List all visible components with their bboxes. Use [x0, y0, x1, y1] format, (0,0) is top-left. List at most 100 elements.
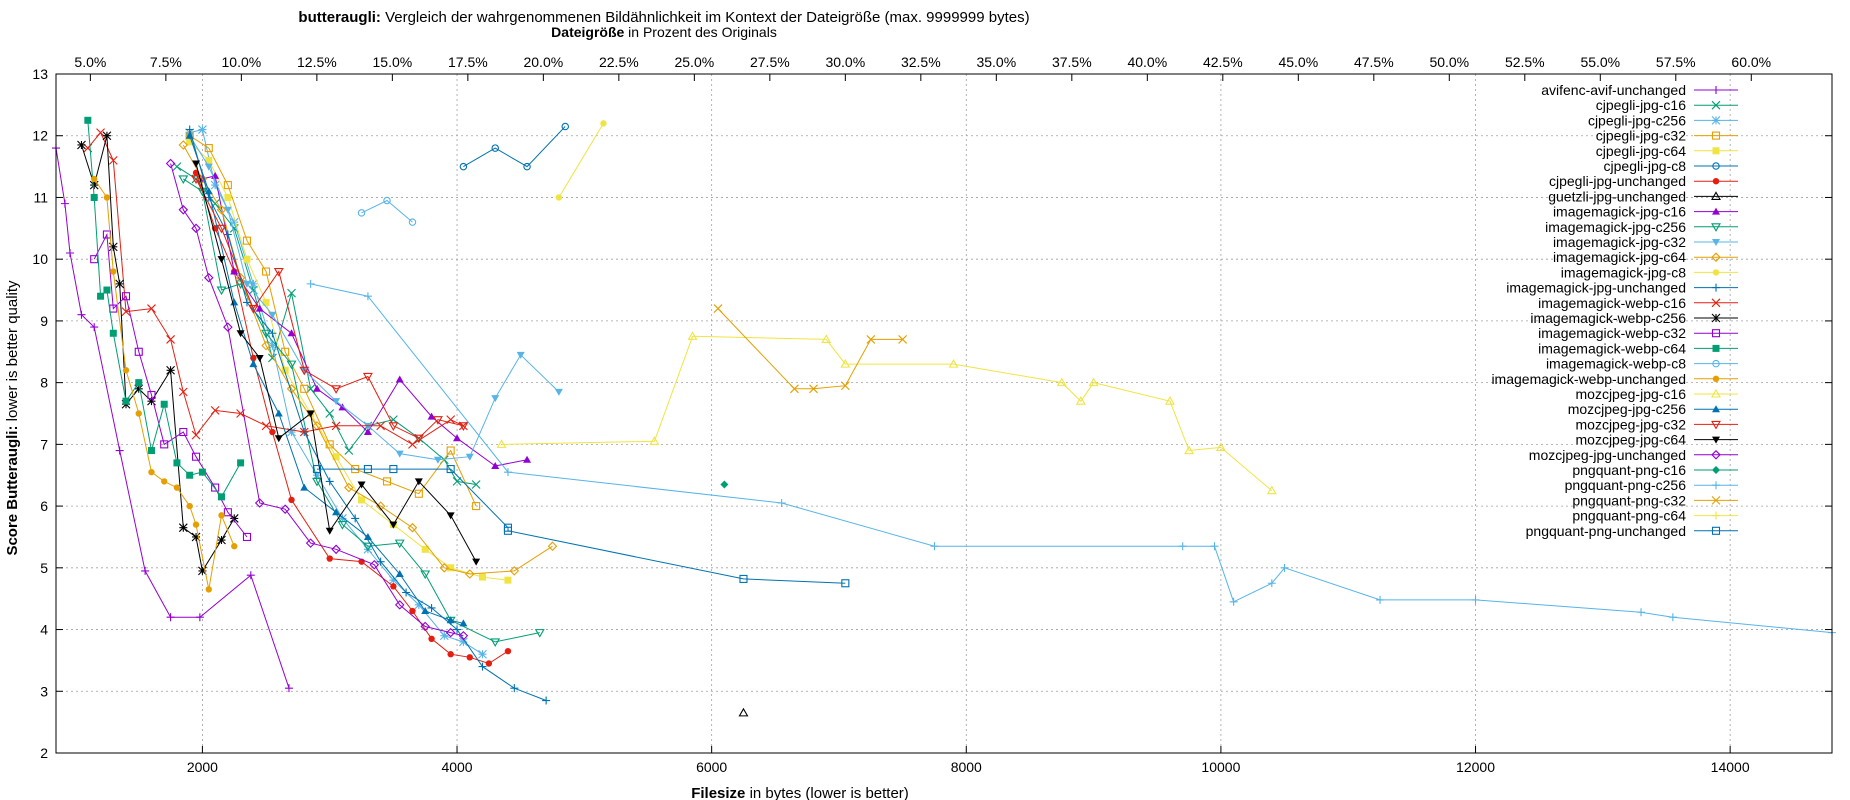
legend-label: pngquant-png-c32 [1572, 492, 1686, 508]
data-point [376, 421, 386, 431]
data-point [242, 532, 252, 542]
data-point [84, 116, 92, 124]
data-point [216, 286, 227, 296]
data-point [122, 367, 130, 374]
data-point [777, 499, 786, 508]
series-guetzli-jpg-unchanged [738, 707, 749, 717]
data-point [331, 544, 341, 555]
legend-label: imagemagick-jpg-c8 [1561, 264, 1686, 280]
data-point [90, 323, 99, 332]
data-point [186, 471, 194, 479]
data-point [268, 329, 277, 338]
data-point [216, 205, 227, 215]
data-point [195, 613, 204, 622]
legend-label: imagemagick-webp-c32 [1538, 325, 1686, 341]
data-point [135, 379, 143, 387]
data-point [306, 279, 315, 288]
data-point [210, 406, 220, 415]
data-point [1712, 86, 1720, 94]
data-point [898, 335, 908, 344]
y-tick-label: 5 [40, 560, 48, 576]
x2-tick-label: 15.0% [373, 54, 413, 70]
y-tick-label: 7 [40, 436, 48, 452]
data-point [390, 583, 397, 590]
data-point [1712, 283, 1720, 292]
y-axis-label-rest: lower is better quality [4, 280, 21, 426]
x-axis-label-rest: in bytes (lower is better) [745, 785, 908, 800]
data-point [191, 175, 201, 185]
data-point [516, 351, 525, 359]
data-point [357, 481, 366, 489]
data-point [1712, 511, 1720, 520]
data-point [192, 160, 201, 168]
data-point [217, 256, 226, 264]
data-point [261, 421, 271, 431]
data-point [1178, 542, 1187, 551]
data-point [394, 539, 405, 549]
series-avifenc-avif-unchanged [52, 144, 293, 693]
data-point [447, 564, 455, 572]
data-point [840, 381, 850, 391]
data-point [357, 209, 366, 217]
series-line [195, 163, 477, 562]
legend-label: cjpegli-jpg-c256 [1588, 112, 1686, 128]
data-point [809, 384, 818, 394]
data-point [147, 396, 156, 406]
data-point [204, 187, 213, 195]
data-point [103, 194, 111, 201]
data-point [287, 329, 296, 337]
data-point [420, 570, 431, 580]
data-point [262, 298, 270, 306]
data-point [286, 360, 297, 370]
data-point [237, 459, 245, 467]
data-point [395, 375, 404, 383]
series-cjpegli-jpg-c32 [185, 131, 481, 511]
legend-entry: guetzli-jpg-unchanged [1548, 188, 1738, 204]
data-point [287, 427, 296, 437]
data-point [300, 384, 309, 393]
data-point [255, 354, 264, 362]
data-point [458, 630, 469, 641]
data-point [407, 522, 418, 533]
data-point [243, 255, 251, 263]
series-line [182, 144, 553, 575]
legend-label: imagemagick-webp-c16 [1538, 295, 1686, 311]
data-point [306, 410, 315, 418]
x2-tick-label: 27.5% [750, 54, 790, 70]
data-point [433, 456, 442, 464]
series-line [195, 178, 464, 439]
data-point [178, 387, 188, 397]
data-point [414, 600, 424, 610]
x2-tick-label: 12.5% [297, 54, 337, 70]
data-point [178, 140, 189, 150]
data-point [687, 331, 698, 340]
data-point [720, 480, 729, 489]
x-tick-label: 10000 [1201, 759, 1240, 775]
data-point [115, 446, 124, 455]
data-point [649, 436, 660, 445]
data-point [420, 621, 430, 632]
x2-tick-label: 17.5% [448, 54, 488, 70]
data-point [191, 430, 201, 440]
data-point [1712, 359, 1720, 368]
data-point [427, 412, 436, 420]
plot-frame [55, 73, 1833, 754]
series-line [81, 135, 235, 573]
data-point [841, 579, 850, 588]
data-point [1711, 223, 1721, 232]
data-point [491, 144, 499, 152]
data-point [122, 397, 130, 405]
data-point [268, 341, 277, 350]
x2-axis-label-bold: Dateigröße [551, 24, 624, 40]
x2-tick-label: 57.5% [1656, 54, 1696, 70]
data-point [1471, 595, 1480, 604]
data-point [218, 512, 225, 519]
x2-tick-label: 42.5% [1203, 54, 1243, 70]
data-point [135, 410, 142, 417]
legend-label: cjpegli-jpg-c32 [1596, 128, 1686, 144]
data-point [1637, 608, 1646, 617]
data-point [439, 631, 449, 641]
legend-label: mozcjpeg-jpg-c256 [1568, 401, 1686, 417]
data-point [90, 193, 98, 201]
data-point [242, 298, 251, 307]
